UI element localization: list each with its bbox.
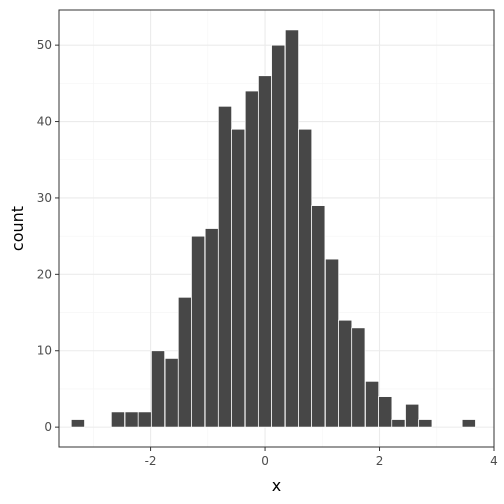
- histogram-bar: [70, 419, 85, 428]
- y-axis-title: count: [8, 206, 27, 251]
- histogram-bar: [217, 105, 233, 428]
- histogram-bar: [365, 380, 380, 428]
- histogram-bar: [418, 419, 433, 428]
- x-tick-label: -2: [145, 454, 157, 468]
- histogram-bar: [461, 419, 476, 428]
- y-axis: 0 10 20 30 40 50: [37, 38, 59, 434]
- y-tick-label: 0: [44, 420, 52, 434]
- x-tick-label: 2: [376, 454, 384, 468]
- histogram-bar: [271, 44, 286, 428]
- x-axis: -2 0 2 4: [145, 447, 498, 468]
- y-tick-label: 20: [37, 267, 52, 281]
- y-tick-label: 10: [37, 344, 52, 358]
- histogram-bar: [231, 128, 246, 428]
- y-tick-label: 30: [37, 191, 52, 205]
- histogram-bar: [284, 29, 300, 428]
- histogram-bar: [137, 411, 152, 428]
- histogram-bar: [204, 228, 219, 428]
- histogram-bar: [124, 411, 139, 428]
- histogram-bar: [298, 128, 313, 428]
- histogram-bar: [311, 205, 326, 428]
- x-axis-title: x: [272, 476, 281, 495]
- histogram-bar: [378, 396, 393, 428]
- histogram-bar: [324, 258, 340, 428]
- histogram-bar: [150, 350, 166, 428]
- histogram-bar: [164, 357, 179, 428]
- histogram-bar: [257, 75, 273, 428]
- panel-border: [58, 9, 495, 448]
- histogram-bar: [177, 296, 192, 428]
- histogram-bar: [191, 235, 206, 428]
- x-tick-label: 4: [490, 454, 498, 468]
- histogram-bar: [338, 319, 353, 428]
- histogram-bar: [244, 90, 259, 428]
- y-tick-label: 50: [37, 38, 52, 52]
- histogram-bar: [391, 419, 406, 428]
- histogram-bars: [70, 29, 476, 428]
- histogram-bar: [110, 411, 126, 428]
- y-tick-label: 40: [37, 115, 52, 129]
- histogram-bar: [351, 327, 366, 428]
- x-tick-label: 0: [261, 454, 269, 468]
- histogram-bar: [405, 403, 420, 428]
